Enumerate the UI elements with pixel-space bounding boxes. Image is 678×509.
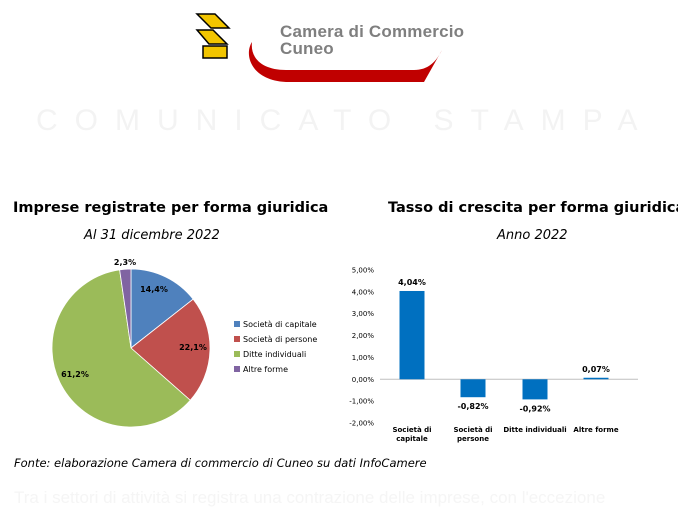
legend-swatch bbox=[234, 336, 240, 342]
y-tick-label: 3,00% bbox=[352, 310, 375, 318]
pie-chart-title: Imprese registrate per forma giuridica bbox=[13, 200, 329, 216]
brand-name-line2: Cuneo bbox=[280, 39, 334, 58]
y-tick-label: -2,00% bbox=[349, 420, 374, 428]
legend-label: Società di persone bbox=[243, 335, 317, 344]
bar-chart-subtitle: Anno 2022 bbox=[497, 228, 568, 243]
pie-data-label: 2,3% bbox=[114, 258, 136, 267]
pie-data-label: 61,2% bbox=[61, 370, 89, 379]
chamber-logo-icon bbox=[195, 13, 231, 59]
y-tick-label: 0,00% bbox=[352, 376, 375, 384]
bar bbox=[460, 379, 486, 398]
source-note: Fonte: elaborazione Camera di commercio … bbox=[14, 456, 427, 470]
legend-label: Società di capitale bbox=[243, 320, 317, 329]
legend-swatch bbox=[234, 351, 240, 357]
pie-data-label: 22,1% bbox=[179, 343, 207, 352]
pie-slice bbox=[51, 269, 191, 428]
body-text-ghost: Tra i settori di attività si registra un… bbox=[14, 488, 606, 507]
x-category-label: persone bbox=[457, 435, 489, 443]
legend-swatch bbox=[234, 366, 240, 372]
x-category-label: Altre forme bbox=[573, 426, 618, 434]
y-tick-label: -1,00% bbox=[349, 398, 374, 406]
bar-data-label: -0,92% bbox=[519, 404, 550, 413]
x-category-label: Società di bbox=[453, 426, 492, 434]
x-category-label: capitale bbox=[396, 435, 428, 443]
legend-label: Altre forme bbox=[243, 365, 288, 374]
pie-slice bbox=[130, 268, 194, 349]
press-release-watermark: COMUNICATO STAMPA bbox=[36, 104, 655, 137]
brand-swoosh-icon bbox=[248, 42, 442, 82]
bar-data-label: -0,82% bbox=[457, 402, 488, 411]
pie-slice bbox=[130, 298, 211, 401]
bar bbox=[399, 290, 425, 380]
y-tick-label: 5,00% bbox=[352, 267, 375, 275]
legend-label: Ditte individuali bbox=[243, 350, 306, 359]
pie-chart-subtitle: Al 31 dicembre 2022 bbox=[84, 228, 220, 243]
x-category-label: Ditte individuali bbox=[503, 426, 566, 434]
bar-data-label: 4,04% bbox=[398, 278, 426, 287]
bar-chart: -2,00% -1,00% 0,00% 1,00% 2,00% 3,00% 4,00% 5,0… bbox=[349, 267, 638, 443]
pie-data-label: 14,4% bbox=[140, 285, 168, 294]
pie-chart: 14,4% 22,1% 61,2% 2,3% Società di capitale So… bbox=[51, 258, 317, 428]
y-tick-label: 1,00% bbox=[352, 354, 375, 362]
x-category-label: Società di bbox=[392, 426, 431, 434]
bar bbox=[522, 379, 548, 400]
legend-swatch bbox=[234, 321, 240, 327]
bar-data-label: 0,07% bbox=[582, 365, 610, 374]
y-tick-label: 4,00% bbox=[352, 288, 375, 296]
y-tick-label: 2,00% bbox=[352, 332, 375, 340]
bar-chart-title: Tasso di crescita per forma giuridica bbox=[388, 200, 678, 216]
bar bbox=[583, 377, 609, 380]
brand-name-line1: Camera di Commercio bbox=[280, 22, 465, 41]
pie-slice bbox=[119, 268, 132, 349]
